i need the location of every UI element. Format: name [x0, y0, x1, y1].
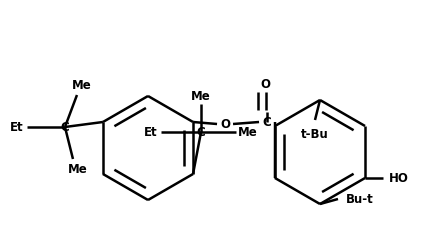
- Text: Et: Et: [10, 121, 24, 133]
- Text: Me: Me: [191, 89, 211, 103]
- Text: HO: HO: [389, 172, 409, 185]
- Text: O: O: [220, 118, 230, 130]
- Text: C: C: [263, 116, 272, 128]
- Text: C: C: [60, 121, 69, 133]
- Text: Et: Et: [144, 125, 158, 138]
- Text: Me: Me: [72, 78, 92, 91]
- Text: t-Bu: t-Bu: [301, 127, 329, 140]
- Text: Bu-t: Bu-t: [346, 192, 374, 205]
- Text: Me: Me: [68, 163, 88, 176]
- Text: Me: Me: [238, 125, 258, 138]
- Text: O: O: [260, 77, 270, 90]
- Text: C: C: [196, 125, 205, 138]
